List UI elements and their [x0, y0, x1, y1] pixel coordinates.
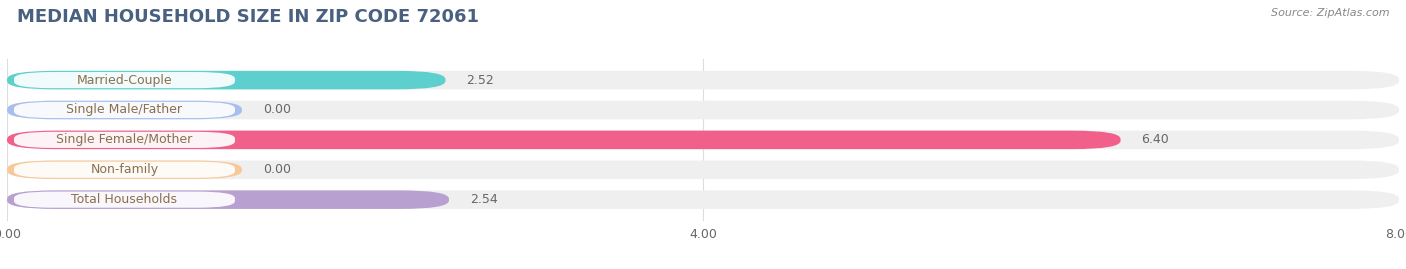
- FancyBboxPatch shape: [7, 131, 1121, 149]
- Text: 0.00: 0.00: [263, 104, 291, 116]
- Text: Married-Couple: Married-Couple: [77, 74, 173, 87]
- FancyBboxPatch shape: [14, 192, 235, 208]
- FancyBboxPatch shape: [14, 102, 235, 118]
- FancyBboxPatch shape: [7, 131, 1399, 149]
- Text: Non-family: Non-family: [90, 163, 159, 176]
- FancyBboxPatch shape: [7, 71, 1399, 89]
- FancyBboxPatch shape: [7, 161, 242, 179]
- Text: 6.40: 6.40: [1142, 133, 1170, 146]
- FancyBboxPatch shape: [7, 190, 449, 209]
- Text: 2.54: 2.54: [470, 193, 498, 206]
- Text: Single Male/Father: Single Male/Father: [66, 104, 183, 116]
- FancyBboxPatch shape: [14, 132, 235, 148]
- FancyBboxPatch shape: [14, 162, 235, 178]
- FancyBboxPatch shape: [7, 101, 242, 119]
- Text: 2.52: 2.52: [467, 74, 494, 87]
- Text: Total Households: Total Households: [72, 193, 177, 206]
- FancyBboxPatch shape: [7, 161, 1399, 179]
- Text: Source: ZipAtlas.com: Source: ZipAtlas.com: [1271, 8, 1389, 18]
- Text: Single Female/Mother: Single Female/Mother: [56, 133, 193, 146]
- FancyBboxPatch shape: [7, 190, 1399, 209]
- FancyBboxPatch shape: [7, 101, 1399, 119]
- FancyBboxPatch shape: [14, 72, 235, 88]
- Text: 0.00: 0.00: [263, 163, 291, 176]
- Text: MEDIAN HOUSEHOLD SIZE IN ZIP CODE 72061: MEDIAN HOUSEHOLD SIZE IN ZIP CODE 72061: [17, 8, 479, 26]
- FancyBboxPatch shape: [7, 71, 446, 89]
